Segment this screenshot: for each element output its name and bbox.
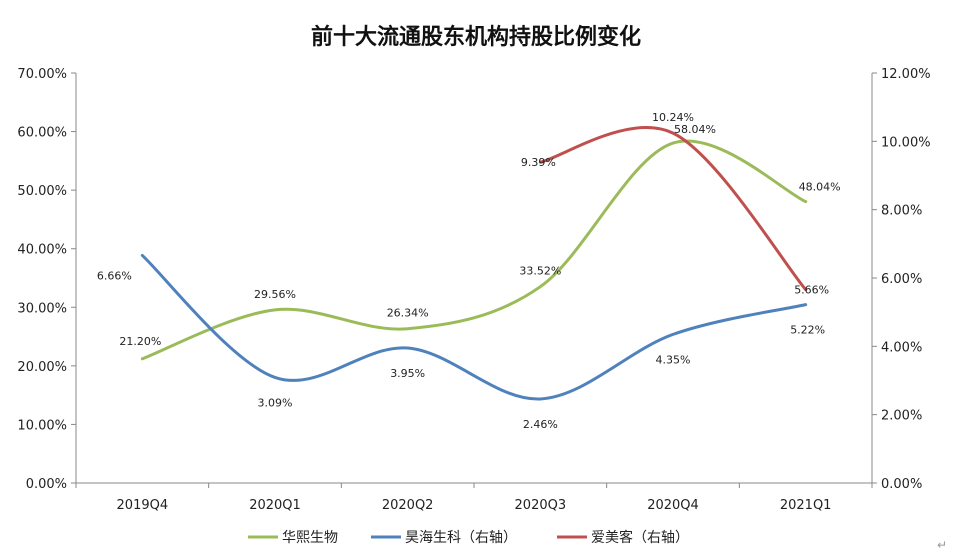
data-label: 5.22% (790, 324, 825, 337)
y-tick-label-left: 10.00% (17, 418, 67, 433)
data-label: 33.52% (519, 265, 561, 278)
y-tick-label-right: 0.00% (881, 477, 922, 492)
data-label: 5.66% (794, 284, 829, 297)
data-label: 29.56% (254, 288, 296, 301)
legend-label: 昊海生科（右轴） (405, 530, 517, 546)
data-label: 2.46% (523, 418, 558, 431)
data-label: 26.34% (387, 307, 429, 320)
legend-label: 爱美客（右轴） (591, 529, 689, 546)
data-label: 10.24% (652, 111, 694, 124)
x-tick-label: 2021Q1 (780, 498, 832, 513)
data-label: 58.04% (674, 123, 716, 136)
y-tick-label-left: 70.00% (17, 67, 67, 82)
x-tick-label: 2020Q3 (515, 498, 567, 513)
data-label: 3.95% (390, 367, 425, 380)
legend-label: 华熙生物 (282, 530, 338, 546)
data-label: 21.20% (119, 335, 161, 348)
chart-data-labels: 21.20% 29.56% 26.34% 33.52% 58.04% 48.04% 6.66… (97, 111, 841, 431)
chart-title: 前十大流通股东机构持股比例变化 (311, 24, 641, 50)
y-tick-label-right: 12.00% (881, 67, 931, 82)
x-tick-label: 2019Q4 (117, 498, 169, 513)
data-label: 48.04% (799, 181, 841, 194)
series-line-1 (140, 139, 808, 361)
data-label: 6.66% (97, 269, 132, 282)
y-tick-label-right: 2.00% (881, 409, 922, 424)
chart-series (140, 126, 808, 401)
y-tick-label-left: 0.00% (26, 477, 67, 492)
x-tick-label: 2020Q2 (382, 498, 434, 513)
y-tick-label-left: 50.00% (17, 184, 67, 199)
y-tick-label-left: 40.00% (17, 243, 67, 258)
y-tick-label-left: 60.00% (17, 126, 67, 141)
series-line-3 (538, 126, 808, 292)
y-tick-label-right: 10.00% (881, 135, 931, 150)
series-line-2 (140, 253, 808, 401)
y-tick-label-right: 6.00% (881, 272, 922, 287)
chart-axes: 0.00% 10.00% 20.00% 30.00% 40.00% 50.00% 60.00… (17, 67, 930, 513)
return-arrow-icon: ↵ (936, 538, 947, 552)
y-tick-label-left: 30.00% (17, 301, 67, 316)
data-label: 3.09% (258, 396, 293, 409)
y-tick-label-left: 20.00% (17, 360, 67, 375)
chart-legend: 华熙生物 昊海生科（右轴） 爱美客（右轴） (248, 529, 689, 546)
y-tick-label-right: 4.00% (881, 340, 922, 355)
data-label: 9.39% (521, 156, 556, 169)
data-label: 4.35% (656, 353, 691, 366)
y-tick-label-right: 8.00% (881, 204, 922, 219)
x-tick-label: 2020Q4 (647, 498, 699, 513)
x-tick-label: 2020Q1 (249, 498, 301, 513)
